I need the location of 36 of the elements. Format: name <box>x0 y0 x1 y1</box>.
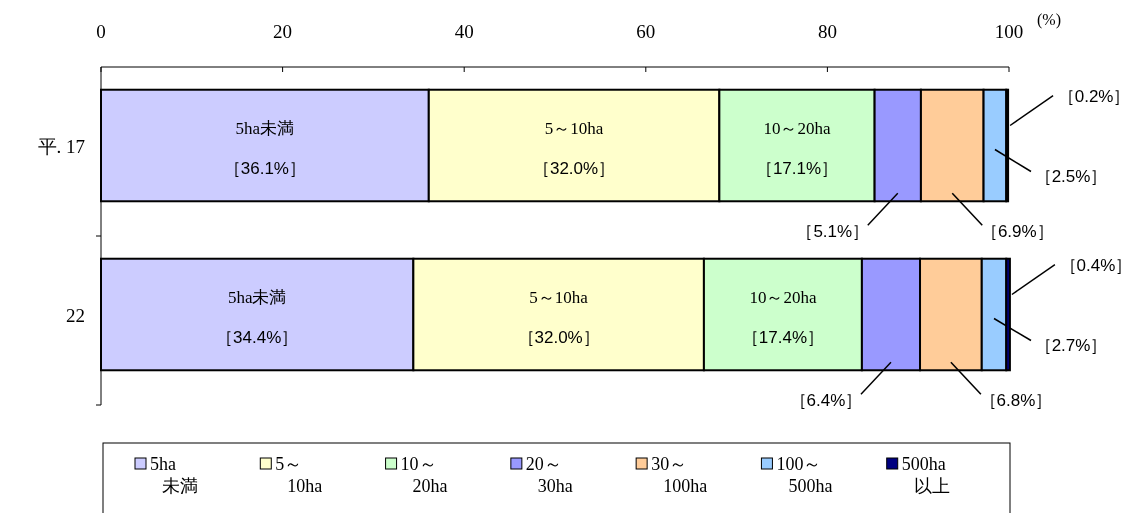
data-label: ［17.4%］ <box>741 327 825 347</box>
legend-label: 5ha 未満 <box>150 454 198 496</box>
data-label: ［32.0%］ <box>517 327 600 347</box>
annotation: 5ha未満 <box>235 118 295 138</box>
legend-label: 500ha 以上 <box>901 454 950 496</box>
data-label: ［2.7%］ <box>1034 335 1108 355</box>
data-label: ［2.5%］ <box>1034 166 1108 186</box>
annotation: 5～10ha <box>529 287 589 307</box>
legend-label: 100～ 500ha <box>776 454 833 496</box>
data-label: ［6.4%］ <box>789 391 863 411</box>
data-label: ［5.1%］ <box>796 222 870 242</box>
x-tick-label: 60 <box>636 21 656 42</box>
data-label: ［36.1%］ <box>223 158 306 178</box>
annotation: 5～10ha <box>544 118 604 138</box>
legend-label: 30～ 100ha <box>651 454 708 496</box>
y-tick-label: 22 <box>66 304 85 326</box>
data-label: ［6.8%］ <box>979 391 1053 411</box>
x-axis-title: (%) <box>1037 11 1061 29</box>
legend-label: 20～ 30ha <box>525 454 573 496</box>
x-tick-label: 0 <box>96 21 106 42</box>
annotation: 5ha未満 <box>227 287 287 307</box>
annotation: 10～20ha <box>763 118 831 138</box>
y-tick-label: 平. 17 <box>37 135 85 157</box>
data-label: ［0.2%］ <box>1057 86 1129 106</box>
data-label: ［6.9%］ <box>980 222 1054 242</box>
annotation: 10～20ha <box>749 287 817 307</box>
data-label: ［17.1%］ <box>755 158 839 178</box>
x-tick-label: 40 <box>454 21 474 42</box>
data-label: ［32.0%］ <box>532 158 616 178</box>
data-label: ［0.4%］ <box>1059 255 1129 275</box>
legend-label: 10～ 20ha <box>400 454 448 496</box>
x-tick-label: 20 <box>273 21 293 42</box>
x-tick-label: 100 <box>994 21 1024 42</box>
legend-label: 5～ 10ha <box>275 454 323 496</box>
x-tick-label: 80 <box>817 21 837 42</box>
data-label: ［34.4%］ <box>216 327 299 347</box>
